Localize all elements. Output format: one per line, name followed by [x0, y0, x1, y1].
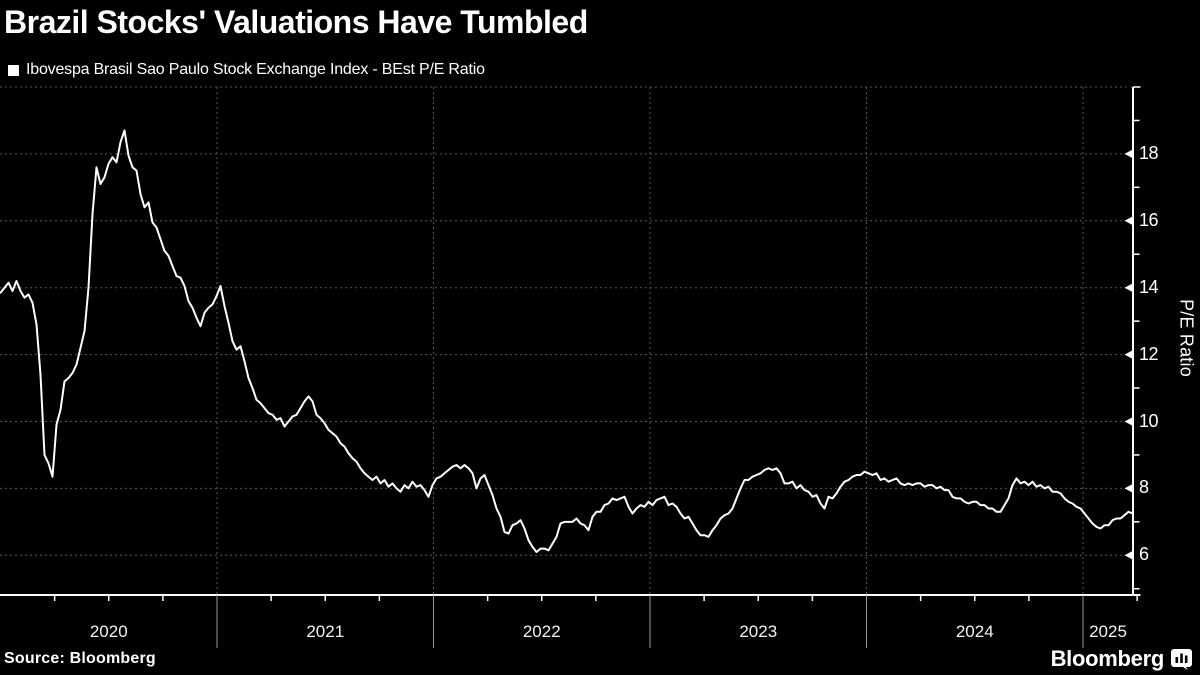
x-year-label-2020: 2020: [89, 622, 128, 641]
y-tick-label-10: 10: [1139, 410, 1159, 431]
bloomberg-chart-icon: [1171, 648, 1192, 670]
x-year-label-2025: 2025: [1089, 622, 1127, 641]
y-major-tick-arrow: [1124, 550, 1133, 560]
y-major-tick-arrow: [1124, 149, 1133, 159]
y-major-tick-arrow: [1124, 417, 1133, 426]
y-tick-label-18: 18: [1139, 142, 1159, 163]
x-year-label-2021: 2021: [306, 622, 345, 641]
series-marker-icon: [8, 64, 19, 76]
y-major-tick-arrow: [1124, 350, 1133, 360]
bloomberg-logo: Bloomberg: [1051, 646, 1192, 672]
legend: Ibovespa Brasil Sao Paulo Stock Exchange…: [8, 61, 485, 79]
y-tick-label-12: 12: [1139, 343, 1159, 364]
x-year-label-2023: 2023: [739, 622, 778, 641]
bloomberg-wordmark: Bloomberg: [1050, 646, 1165, 671]
source-note: Source: Bloomberg: [4, 650, 156, 667]
y-tick-label-8: 8: [1139, 477, 1149, 498]
x-year-label-2022: 2022: [522, 622, 561, 641]
y-major-tick-arrow: [1124, 216, 1133, 226]
series-line: [0, 129, 1134, 553]
y-major-tick-arrow: [1124, 483, 1133, 493]
y-axis-title: P/E Ratio: [1176, 299, 1197, 377]
y-tick-label-6: 6: [1139, 544, 1149, 565]
y-tick-label-14: 14: [1139, 276, 1159, 297]
chart-title: Brazil Stocks' Valuations Have Tumbled: [4, 4, 588, 40]
x-year-label-2024: 2024: [955, 622, 994, 641]
legend-label: Ibovespa Brasil Sao Paulo Stock Exchange…: [26, 61, 485, 78]
y-major-tick-arrow: [1124, 283, 1133, 293]
y-tick-label-16: 16: [1139, 209, 1159, 230]
